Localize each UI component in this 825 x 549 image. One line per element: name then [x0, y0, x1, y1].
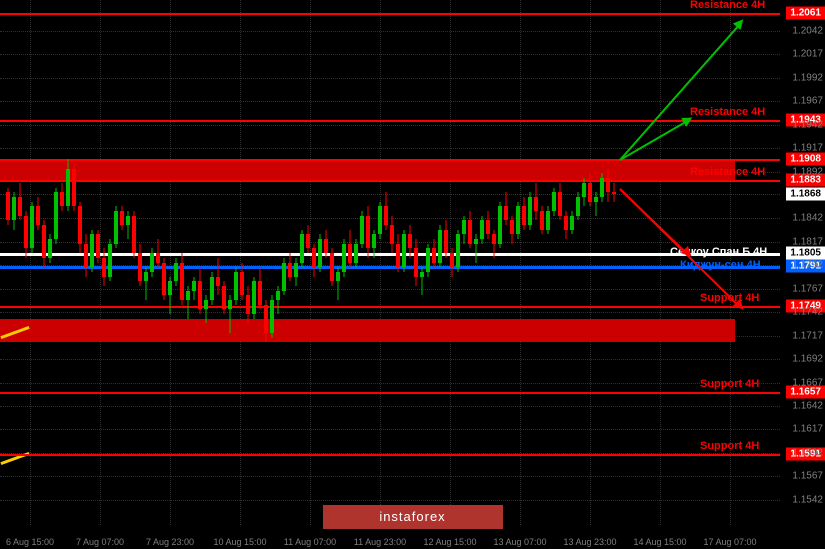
forex-chart: Resistance 4H1.2061Resistance 4H1.19431.…	[0, 0, 825, 549]
watermark: instaforex	[323, 505, 503, 529]
